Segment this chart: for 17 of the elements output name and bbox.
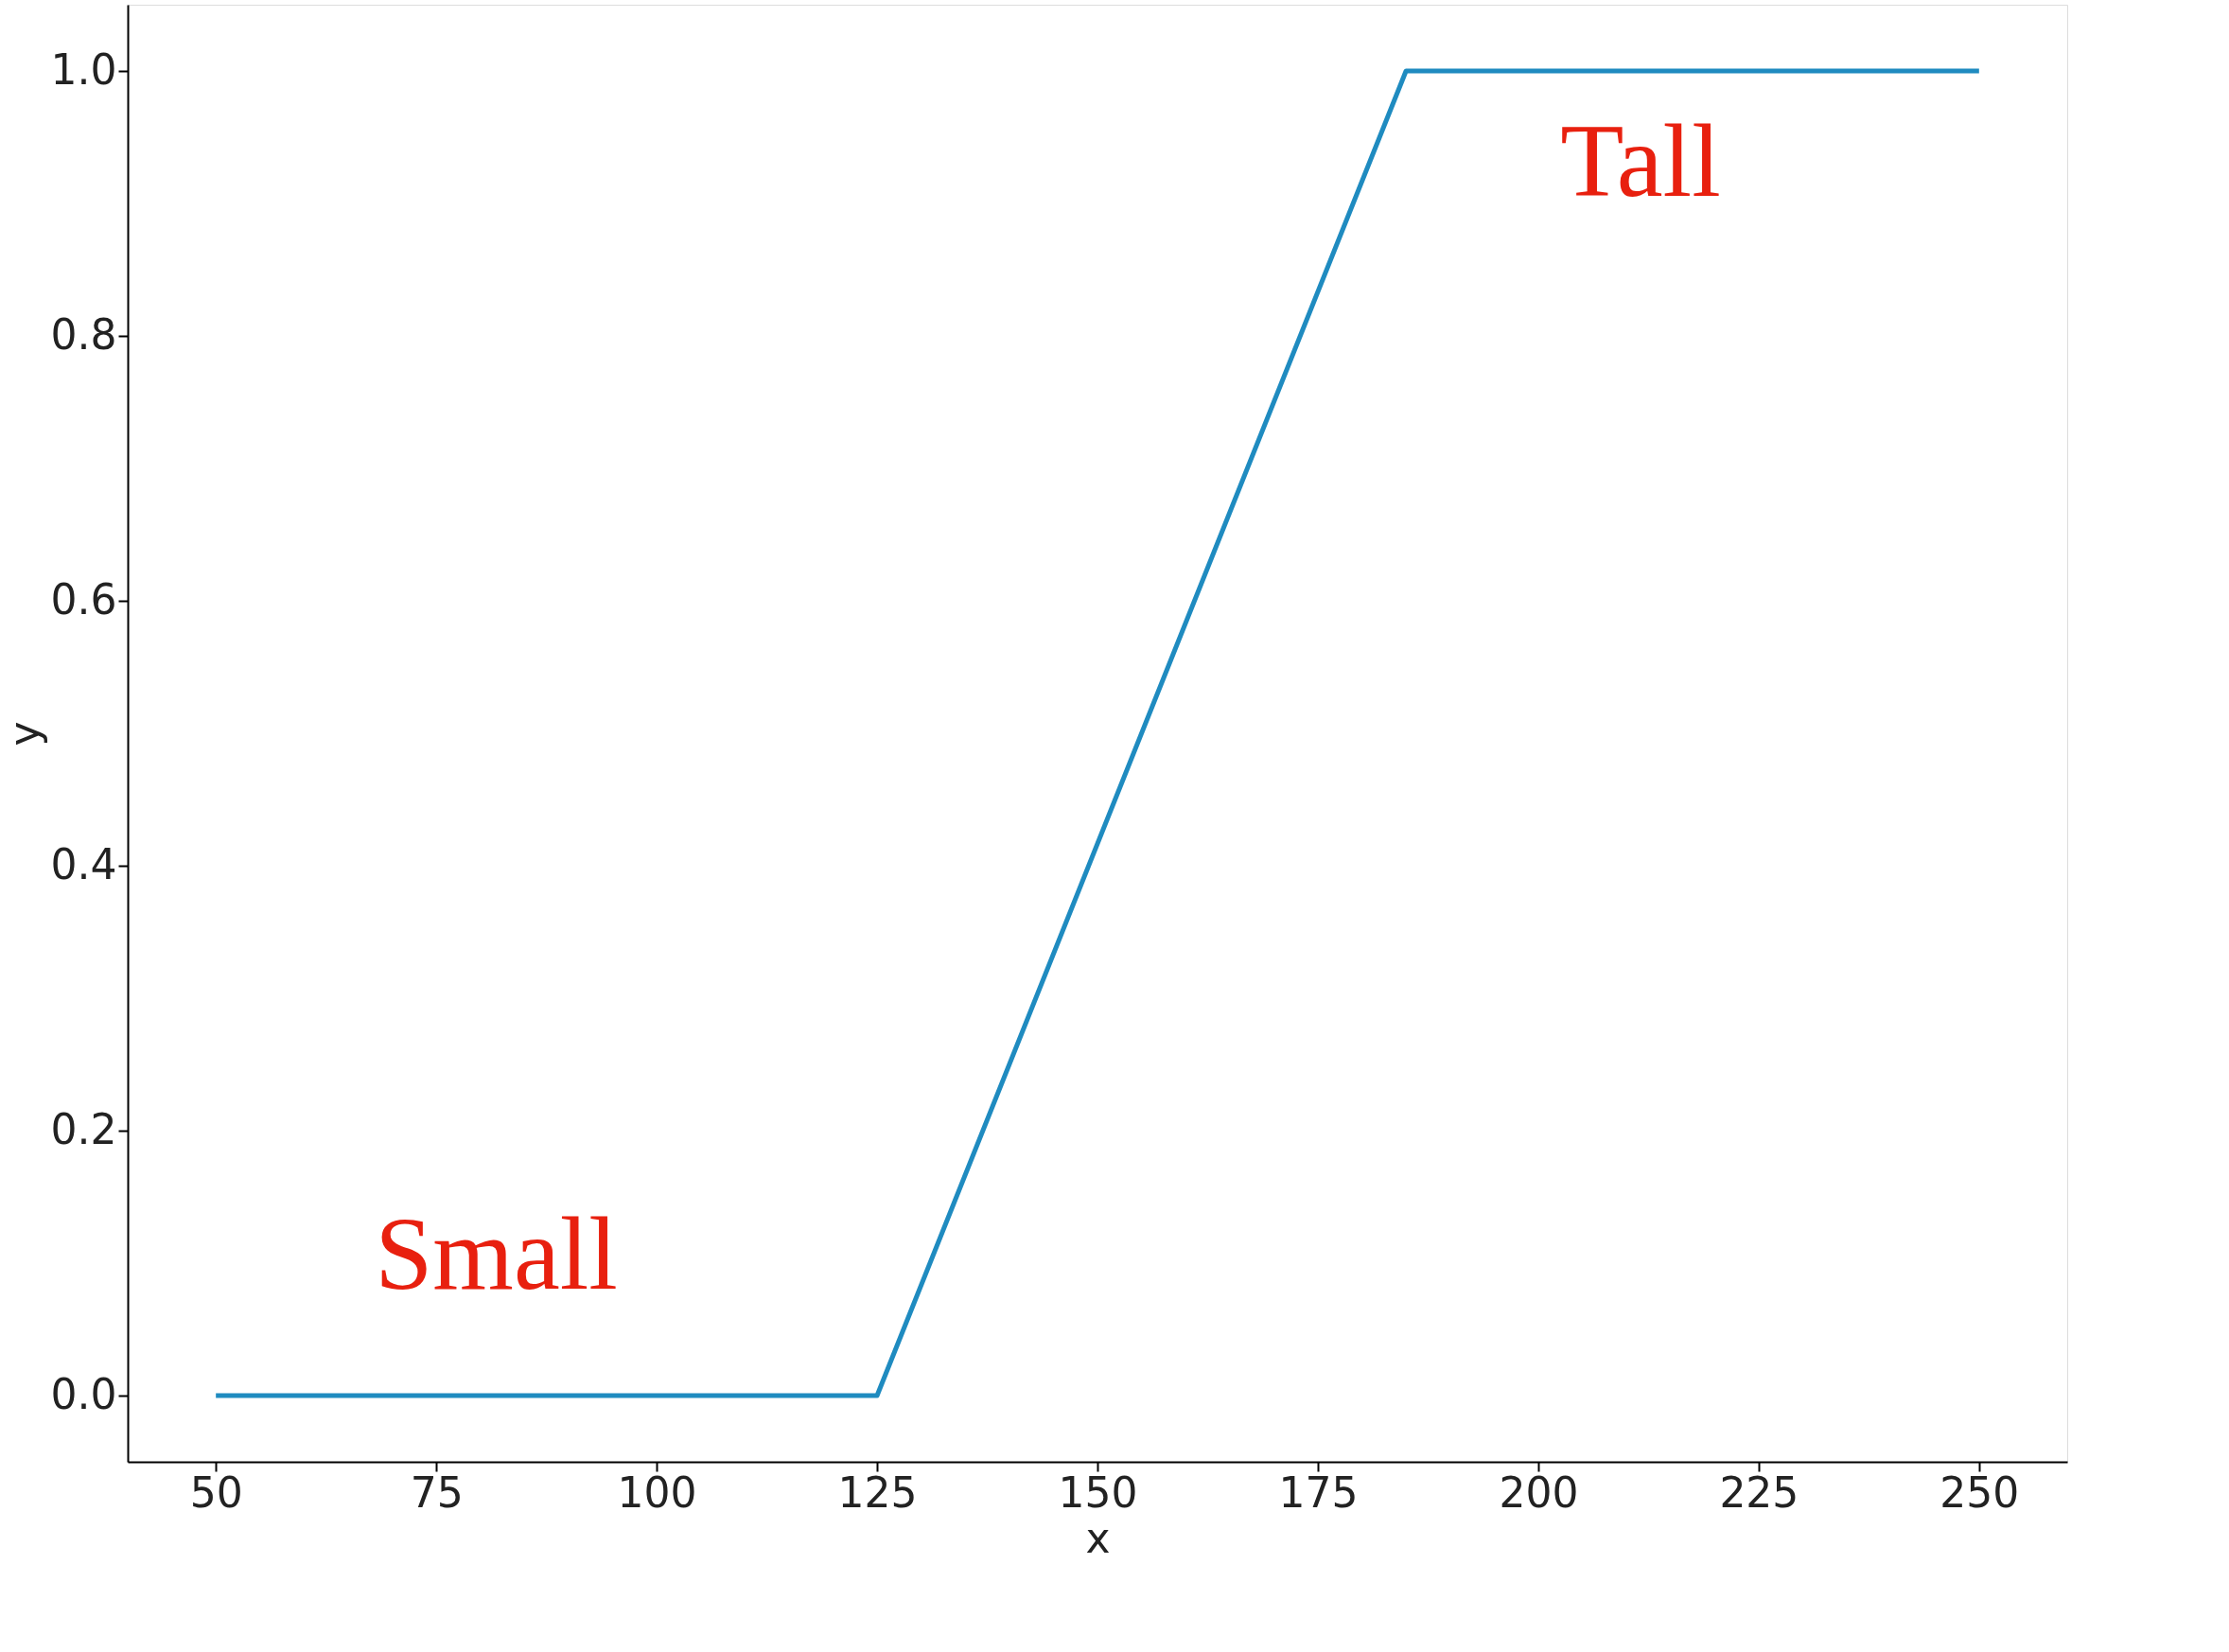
y-axis-title: y: [0, 721, 48, 747]
x-tick-label: 100: [617, 1467, 697, 1517]
y-tick-label: 0.4: [50, 839, 117, 888]
x-tick-label: 125: [837, 1467, 918, 1517]
x-tick-label: 225: [1719, 1467, 1799, 1517]
x-tick-label: 250: [1939, 1467, 2020, 1517]
annotation: Tall: [1560, 103, 1721, 220]
annotation: Small: [375, 1196, 618, 1312]
y-tick-label: 0.0: [50, 1369, 117, 1418]
y-tick-label: 0.2: [50, 1104, 117, 1153]
x-tick-label: 75: [410, 1467, 464, 1517]
x-tick-label: 175: [1278, 1467, 1359, 1517]
y-tick-label: 0.8: [50, 309, 117, 359]
y-tick-label: 1.0: [50, 44, 117, 94]
x-tick-label: 200: [1499, 1467, 1579, 1517]
y-tick-label: 0.6: [50, 574, 117, 624]
x-tick-label: 50: [189, 1467, 243, 1517]
